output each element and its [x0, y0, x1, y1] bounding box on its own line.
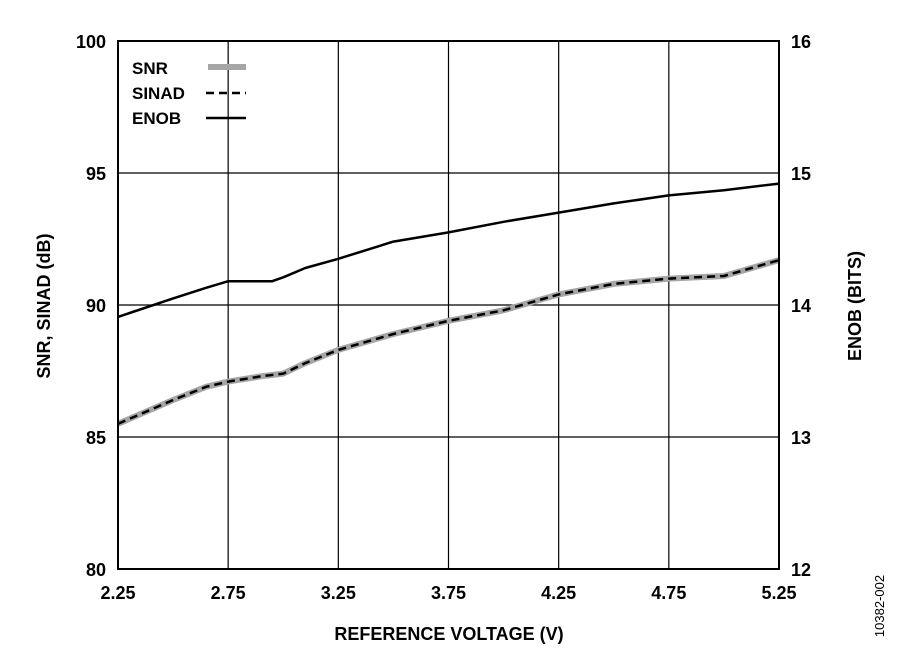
y-axis-title: SNR, SINAD (dB)	[34, 234, 54, 379]
x-tick-label: 3.75	[431, 583, 466, 603]
figure-id: 10382-002	[872, 575, 887, 637]
legend: SNR SINAD ENOB	[132, 59, 246, 128]
x-tick-label: 5.25	[761, 583, 796, 603]
x-tick-label: 2.25	[100, 583, 135, 603]
y-tick-label: 85	[86, 428, 106, 448]
y-tick-label: 100	[76, 32, 106, 52]
tick-labels: 2.25 2.75 3.25 3.75 4.25 4.75 5.25 80 85 90 95 100 1…	[76, 32, 811, 603]
y-tick-label: 80	[86, 560, 106, 580]
y-tick-label: 95	[86, 164, 106, 184]
x-tick-label: 3.25	[321, 583, 356, 603]
plot-frame	[117, 40, 780, 570]
y2-axis-title: ENOB (BITS)	[845, 251, 865, 361]
x-tick-label: 2.75	[211, 583, 246, 603]
grid	[118, 41, 779, 569]
y2-tick-label: 14	[791, 296, 811, 316]
y2-tick-label: 16	[791, 32, 811, 52]
series-layer	[116, 182, 780, 427]
x-axis-title: REFERENCE VOLTAGE (V)	[334, 624, 563, 644]
series-line-enob	[117, 182, 780, 319]
y2-tick-label: 13	[791, 428, 811, 448]
legend-label-snr: SNR	[132, 59, 168, 78]
x-tick-label: 4.25	[541, 583, 576, 603]
legend-label-sinad: SINAD	[132, 84, 185, 103]
y2-tick-label: 12	[791, 560, 811, 580]
y-tick-label: 90	[86, 296, 106, 316]
x-tick-label: 4.75	[651, 583, 686, 603]
series-line-sinad	[117, 258, 780, 425]
legend-label-enob: ENOB	[132, 109, 181, 128]
y2-tick-label: 15	[791, 164, 811, 184]
